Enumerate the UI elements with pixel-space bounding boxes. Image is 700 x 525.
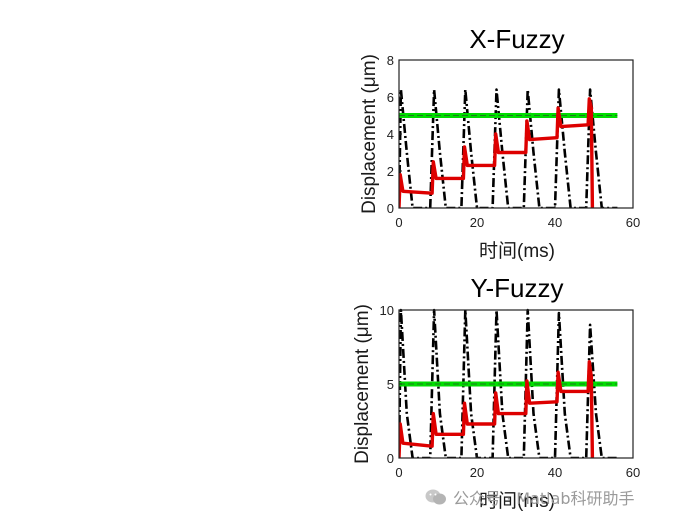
chart-title: X-Fuzzy [469, 24, 564, 54]
plot-area [399, 88, 618, 208]
response-line [399, 97, 595, 208]
x-tick-label: 40 [548, 215, 562, 230]
x-axis-label: 时间(ms) [479, 490, 555, 512]
tick-labels: 0 20 40 60 0 5 10 [380, 303, 641, 480]
x-tick-label: 40 [548, 465, 562, 480]
axes-frame [398, 59, 634, 209]
y-tick-label: 0 [387, 201, 394, 216]
x-tick-label: 60 [626, 215, 640, 230]
x-tick-label: 60 [626, 465, 640, 480]
x-tick-label: 20 [470, 215, 484, 230]
y-tick-label: 6 [387, 90, 394, 105]
wechat-logo-icon [425, 489, 446, 505]
chart-title: Y-Fuzzy [471, 273, 564, 303]
y-axis-label: Displacement (μm) [359, 54, 380, 214]
x-tick-label: 0 [395, 465, 402, 480]
watermark-text: 公众号 · Matlab科研助手 [453, 489, 635, 508]
y-tick-label: 2 [387, 164, 394, 179]
watermark: 公众号 · Matlab科研助手 [425, 484, 690, 510]
x-tick-label: 20 [470, 465, 484, 480]
y-tick-label: 0 [387, 451, 394, 466]
y-tick-label: 8 [387, 53, 394, 68]
response-line [399, 360, 595, 458]
x-axis-label: 时间(ms) [479, 240, 555, 262]
tick-labels: 0 20 40 60 0 2 4 6 8 [387, 53, 640, 230]
y-tick-label: 4 [387, 127, 394, 142]
y-fuzzy-panel: Y-Fuzzy 0 20 40 60 0 5 10 时间(ms) Displacement … [352, 273, 640, 512]
y-tick-label: 5 [387, 377, 394, 392]
plot-area [399, 308, 618, 458]
x-tick-label: 0 [395, 215, 402, 230]
y-axis-label: Displacement (μm) [352, 304, 373, 464]
y-tick-label: 10 [380, 303, 394, 318]
